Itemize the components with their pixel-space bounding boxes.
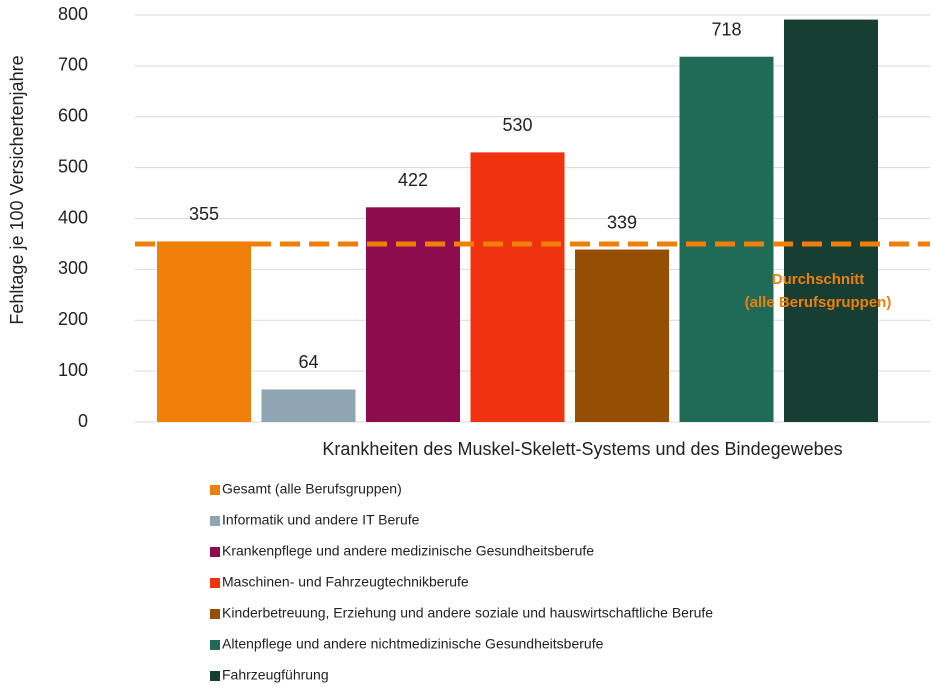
legend-swatch	[210, 640, 220, 650]
y-tick-label: 800	[58, 4, 88, 24]
data-label: 791	[816, 0, 846, 2]
legend-label: Kinderbetreuung, Erziehung und andere so…	[222, 605, 713, 621]
x-tick-label: Krankheiten des Muskel-Skelett-Systems u…	[322, 439, 842, 459]
legend-label: Gesamt (alle Berufsgruppen)	[222, 481, 402, 497]
annotation: (alle Berufsgruppen)	[745, 294, 892, 311]
y-tick-label: 300	[58, 258, 88, 278]
y-tick-label: 400	[58, 207, 88, 227]
data-label: 64	[298, 352, 318, 372]
bar	[366, 207, 460, 422]
legend-swatch	[210, 671, 220, 681]
annotation: Durchschnitt	[772, 271, 865, 288]
legend-swatch	[210, 547, 220, 557]
data-label: 339	[607, 212, 637, 232]
data-label: 422	[398, 170, 428, 190]
bar	[575, 249, 669, 422]
bar	[679, 56, 774, 422]
legend-swatch	[210, 578, 220, 588]
bar	[157, 241, 251, 422]
y-tick-label: 100	[58, 360, 88, 380]
y-tick-label: 0	[78, 411, 88, 431]
data-label: 530	[502, 115, 532, 135]
y-tick-label: 200	[58, 309, 88, 329]
legend-label: Informatik und andere IT Berufe	[222, 512, 420, 528]
legend-swatch	[210, 516, 220, 526]
data-label: 718	[711, 19, 741, 39]
legend-label: Fahrzeugführung	[222, 667, 329, 683]
bar	[784, 19, 878, 423]
legend-swatch	[210, 609, 220, 619]
legend-swatch	[210, 485, 220, 495]
legend-label: Altenpflege und andere nichtmedizinische…	[222, 636, 604, 652]
legend-label: Krankenpflege und andere medizinische Ge…	[222, 543, 594, 559]
y-axis-label: Fehltage je 100 Versichertenjahre	[7, 55, 27, 324]
data-label: 355	[189, 204, 219, 224]
y-tick-label: 600	[58, 106, 88, 126]
y-tick-label: 500	[58, 156, 88, 176]
bar	[470, 152, 565, 423]
y-tick-label: 700	[58, 55, 88, 75]
bar	[261, 389, 356, 422]
legend-label: Maschinen- und Fahrzeugtechnikberufe	[222, 574, 469, 590]
